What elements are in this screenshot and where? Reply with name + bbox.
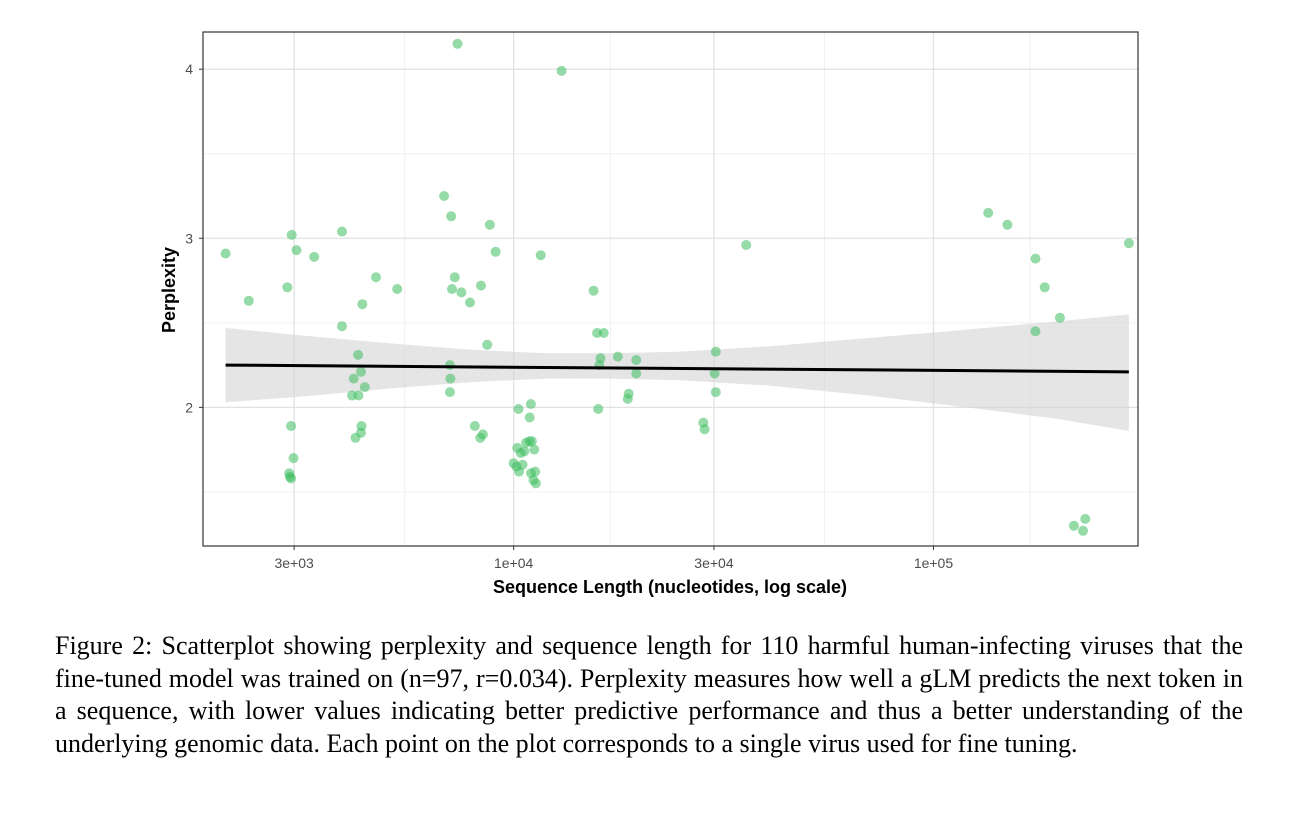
- y-tick-label: 3: [185, 230, 193, 246]
- y-tick-label: 4: [185, 61, 193, 77]
- data-point: [356, 366, 366, 377]
- data-point: [983, 207, 994, 218]
- data-point: [357, 299, 368, 310]
- data-point: [439, 191, 450, 201]
- data-point: [475, 432, 486, 443]
- data-point: [530, 478, 541, 489]
- data-point: [445, 373, 456, 384]
- data-point: [1030, 253, 1041, 264]
- data-point: [243, 295, 254, 306]
- data-point: [1068, 520, 1079, 531]
- data-point: [288, 453, 299, 464]
- data-point: [484, 219, 495, 230]
- x-tick-label: 3e+04: [694, 555, 734, 571]
- data-point: [556, 65, 567, 76]
- data-point: [1002, 219, 1013, 230]
- x-tick-label: 1e+05: [914, 555, 954, 571]
- regression-line-path: [225, 363, 1129, 374]
- data-point: [525, 399, 536, 409]
- data-point: [710, 387, 721, 398]
- data-point: [447, 284, 457, 294]
- data-point: [353, 349, 364, 360]
- minor-gridlines: [203, 32, 1138, 546]
- data-point: [1054, 312, 1065, 323]
- data-point: [286, 421, 297, 431]
- data-point: [710, 346, 721, 357]
- data-points: [220, 38, 1134, 536]
- data-point: [699, 424, 710, 435]
- data-point: [476, 280, 486, 291]
- data-point: [709, 368, 720, 379]
- data-point: [392, 284, 403, 294]
- data-point: [517, 459, 528, 470]
- data-point: [1030, 326, 1041, 337]
- data-point: [469, 421, 480, 431]
- major-gridlines: [203, 32, 1138, 546]
- data-point: [513, 404, 524, 414]
- data-point: [631, 355, 642, 365]
- data-point: [309, 251, 320, 262]
- data-point: [535, 250, 546, 261]
- data-point: [529, 444, 540, 455]
- data-point: [490, 246, 501, 257]
- confidence-band: [225, 314, 1129, 431]
- data-point: [444, 360, 455, 371]
- data-point: [359, 382, 370, 393]
- data-point: [612, 351, 623, 362]
- data-point: [598, 328, 609, 338]
- data-point: [524, 412, 535, 423]
- x-axis-title: Sequence Length (nucleotides, log scale): [493, 577, 847, 597]
- data-point: [220, 248, 231, 259]
- x-tick-label: 1e+04: [494, 555, 534, 571]
- y-axis-title: Perplexity: [159, 247, 179, 333]
- data-point: [350, 432, 361, 443]
- data-point: [286, 229, 297, 240]
- x-axis-ticks: 3e+03 1e+04 3e+04 1e+05: [274, 546, 953, 571]
- data-point: [622, 393, 633, 404]
- regression-line: [225, 363, 1129, 374]
- data-point: [593, 404, 604, 414]
- y-tick-label: 2: [185, 399, 193, 415]
- data-point: [337, 226, 347, 237]
- data-point: [526, 436, 537, 447]
- data-point: [1123, 238, 1134, 249]
- data-point: [515, 448, 526, 458]
- y-axis-ticks: 2 3 4: [185, 61, 203, 415]
- figure-caption: Figure 2: Scatterplot showing perplexity…: [55, 631, 1243, 758]
- data-point: [291, 245, 302, 256]
- scatter-chart: 3e+03 1e+04 3e+04 1e+05 2 3 4 Sequence Length…: [159, 31, 1139, 597]
- data-point: [1078, 525, 1088, 536]
- x-tick-label: 3e+03: [274, 555, 314, 571]
- data-point: [631, 368, 642, 379]
- plot-panel-border: [202, 31, 1139, 547]
- data-point: [449, 272, 460, 283]
- data-point: [452, 38, 463, 49]
- data-point: [286, 473, 297, 484]
- data-point: [1039, 282, 1050, 293]
- data-point: [482, 339, 493, 350]
- data-point: [337, 321, 347, 332]
- data-point: [1080, 513, 1091, 524]
- data-point: [741, 240, 752, 250]
- data-point: [444, 387, 455, 398]
- data-point: [465, 297, 475, 308]
- data-point: [282, 282, 293, 293]
- data-point: [348, 373, 359, 384]
- data-point: [446, 211, 457, 222]
- data-point: [371, 272, 381, 283]
- data-point: [588, 285, 599, 296]
- data-point: [353, 390, 364, 401]
- data-point: [456, 287, 467, 298]
- confidence-band-area: [225, 314, 1129, 431]
- data-point: [530, 466, 541, 477]
